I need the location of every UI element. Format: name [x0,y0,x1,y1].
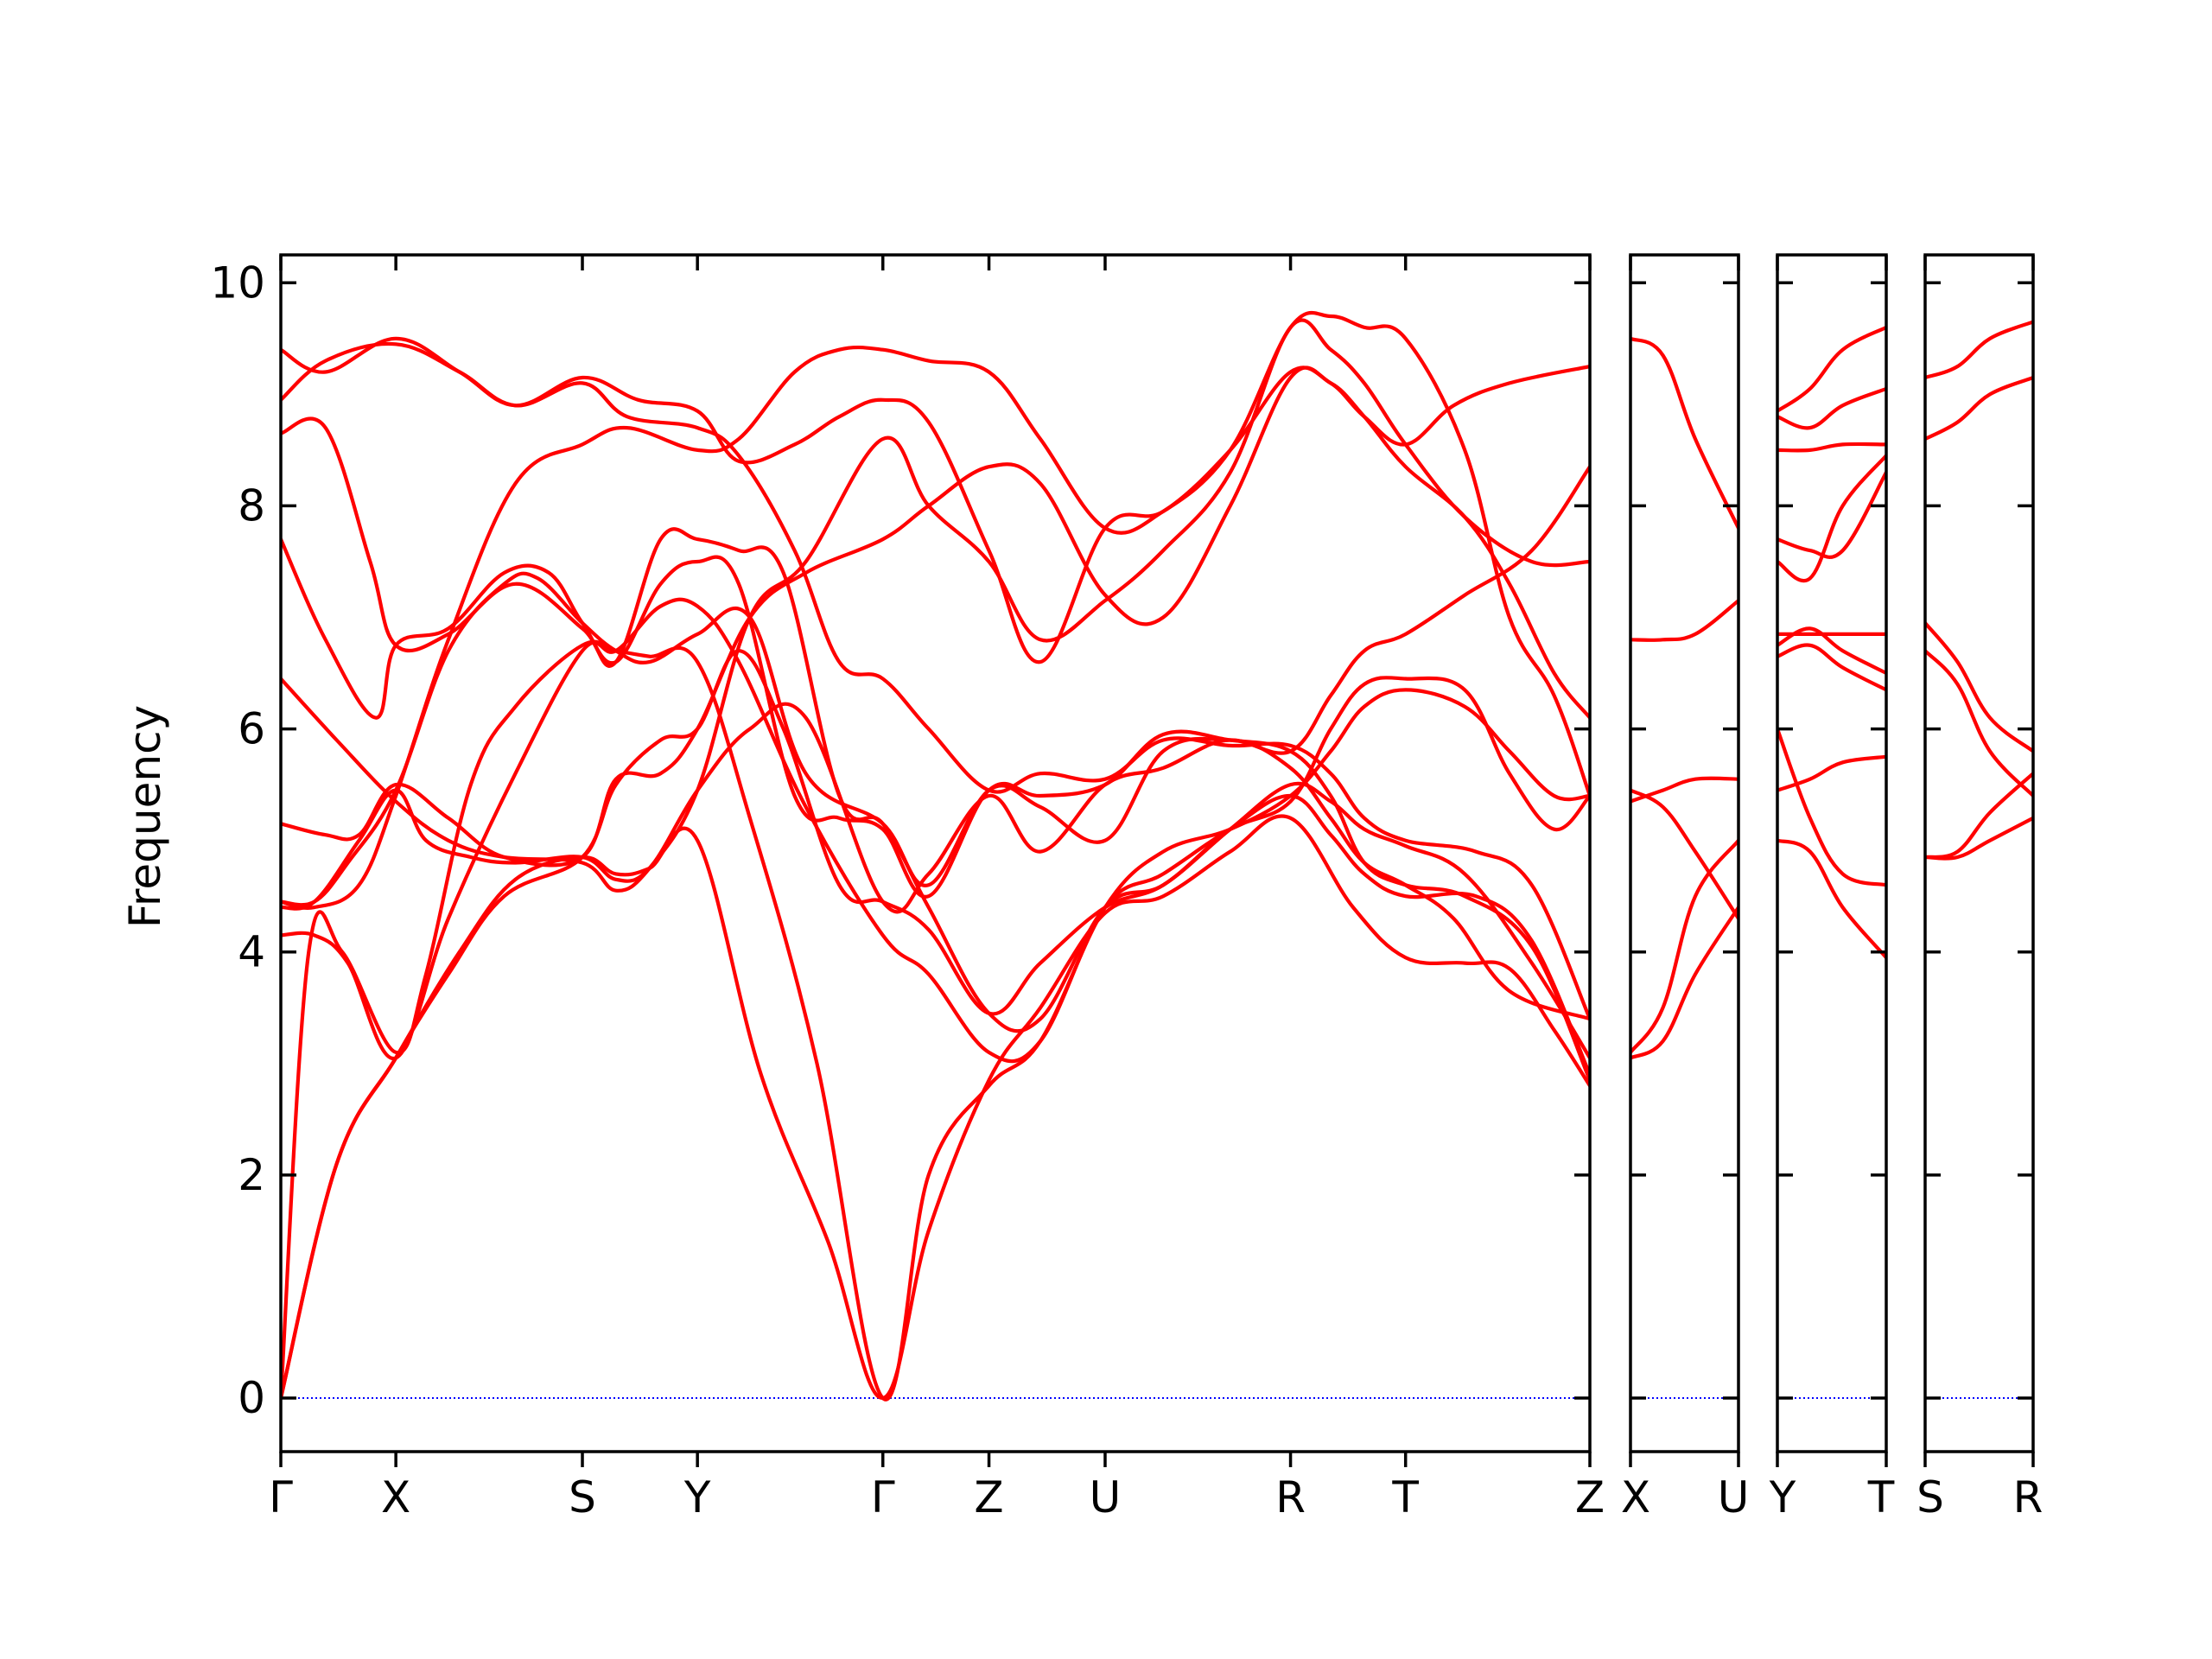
band-main-13 [281,345,1590,910]
x-tick-label: Y [1769,1472,1796,1522]
band-main-4 [281,597,1590,1064]
band-YT-9 [1777,442,1886,453]
panel-frame-SR [1923,253,2035,1453]
x-tick-label: X [1621,1472,1650,1522]
band-XU-3 [1630,788,1738,921]
band-YT-1 [1777,838,1886,960]
x-tick-label: Γ [871,1472,895,1522]
band-XU-6 [1630,336,1738,531]
band-main-7 [281,365,1590,868]
axis-ticks [279,255,2035,1467]
x-tick-label: Y [683,1472,711,1522]
band-SR-6 [1925,320,2033,380]
x-tick-label: S [569,1472,596,1522]
panel-frame-main [279,253,1592,1453]
band-XU-1 [1630,906,1738,1060]
band-lines [281,310,2033,1402]
band-YT-10 [1777,386,1886,430]
x-tick-label: U [1718,1472,1750,1522]
band-YT-7 [1777,470,1886,559]
band-main-8 [281,318,1590,893]
x-tick-label: X [381,1472,410,1522]
band-XU-2 [1630,838,1738,1054]
band-YT-2 [1777,727,1886,887]
band-YT-4 [1777,643,1886,692]
y-tick-label: 0 [238,1373,265,1423]
band-group-main [281,310,1590,1402]
band-SR-3 [1925,649,2033,798]
x-tick-label: R [1275,1472,1306,1522]
band-main-10 [281,416,1590,1060]
band-XU-5 [1630,599,1738,642]
x-tick-label: Γ [269,1472,293,1522]
band-group-XU [1630,336,1738,1060]
band-SR-5 [1925,375,2033,442]
band-main-5 [281,465,1590,907]
x-tick-label: T [1391,1472,1419,1522]
band-main-6 [281,702,1590,1021]
y-tick-label: 6 [238,704,265,754]
band-group-YT [1777,325,1886,960]
band-main-12 [281,310,1590,798]
panel-frame-YT [1776,253,1888,1453]
y-axis-label: Frequency [120,705,170,928]
band-main-3 [281,639,1590,1402]
y-tick-label: 10 [210,257,265,308]
band-YT-11 [1777,325,1886,413]
band-group-SR [1925,320,2033,861]
panel-frame-XU [1629,253,1740,1453]
y-tick-label: 4 [238,927,265,977]
y-tick-label: 2 [238,1150,265,1200]
x-tick-label: R [2013,1472,2044,1522]
band-SR-4 [1925,620,2033,753]
band-YT-3 [1777,754,1886,792]
x-tick-label: T [1867,1472,1895,1522]
band-main-9 [281,537,1590,1083]
x-tick-label: S [1916,1472,1944,1522]
band-XU-4 [1630,776,1738,804]
x-tick-label: U [1090,1472,1122,1522]
band-main-1 [281,814,1590,1401]
x-tick-label: Z [974,1472,1003,1522]
x-tick-label: Z [1575,1472,1605,1522]
panel-frames [279,253,2035,1453]
band-SR-2 [1925,772,2033,860]
band-YT-8 [1777,454,1886,583]
y-tick-label: 8 [238,480,265,531]
band-main-2 [281,649,1590,1401]
